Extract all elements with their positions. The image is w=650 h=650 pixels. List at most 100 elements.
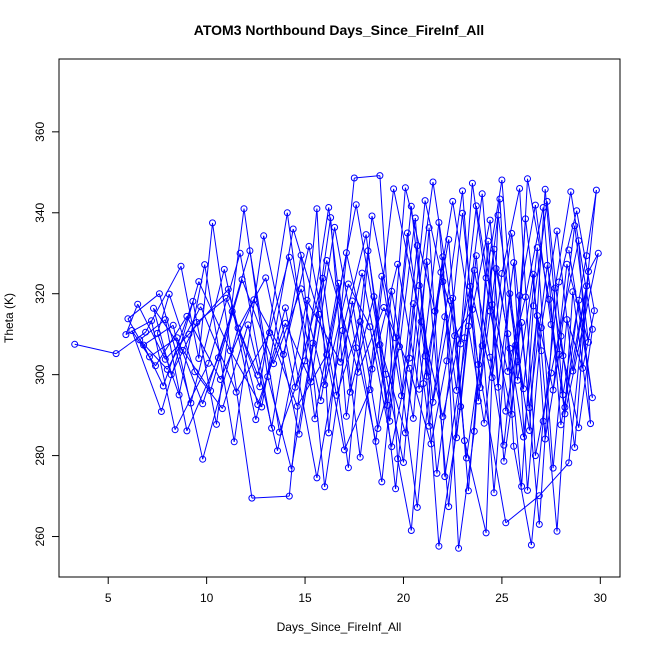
data-point [405, 364, 413, 372]
series-segment [153, 308, 184, 351]
data-point [297, 251, 305, 259]
data-point [191, 368, 199, 376]
series-segment [424, 200, 444, 282]
series-segment [330, 217, 347, 417]
data-point [571, 444, 579, 451]
series-segment [408, 200, 426, 359]
data-point [514, 358, 522, 366]
data-point [415, 282, 423, 290]
series-segment [257, 257, 290, 376]
data-point [439, 413, 447, 421]
data-point [289, 225, 297, 233]
series-segment [586, 190, 597, 256]
data-point [522, 215, 529, 223]
data-point [238, 276, 246, 284]
data-point [169, 321, 177, 329]
series-segment [369, 326, 393, 447]
data-point [167, 371, 175, 379]
data-point [409, 414, 417, 422]
x-tick-label: 15 [298, 591, 312, 605]
data-point [482, 274, 490, 282]
data-point [352, 201, 360, 209]
data-point [342, 412, 350, 420]
data-point [590, 307, 598, 315]
series-segment [391, 358, 410, 447]
data-point [413, 503, 421, 511]
data-point [437, 268, 445, 276]
data-point [279, 350, 287, 358]
series-segment [202, 327, 239, 460]
series-segment [200, 306, 237, 393]
series-segment [304, 207, 330, 361]
data-point [142, 328, 150, 336]
data-point [459, 187, 466, 195]
data-point [488, 374, 496, 381]
series-segment [151, 320, 176, 430]
data-point [541, 435, 549, 443]
data-point [293, 402, 301, 410]
series-segment [155, 316, 188, 367]
series-segment [170, 322, 198, 375]
data-point [449, 294, 457, 302]
data-point [533, 244, 541, 252]
data-point [159, 382, 167, 390]
data-point [337, 358, 344, 366]
data-point [260, 232, 268, 240]
data-point [400, 459, 407, 466]
series-segment [312, 217, 332, 344]
series-segment [359, 321, 379, 429]
data-point [413, 242, 421, 250]
series-segment [257, 323, 286, 405]
series-segment [284, 323, 312, 383]
series-segment [387, 187, 406, 406]
x-tick-label: 5 [105, 591, 112, 605]
y-axis-title: Theta (K) [2, 293, 16, 343]
data-point [464, 487, 472, 495]
data-point [524, 175, 531, 183]
data-point [321, 483, 329, 491]
data-point [248, 494, 256, 502]
data-point [352, 344, 360, 352]
data-point [480, 419, 488, 427]
data-point [549, 386, 557, 394]
series-layer [71, 172, 602, 552]
series-segment [507, 296, 526, 372]
data-point [587, 420, 594, 428]
data-point [508, 229, 516, 237]
data-point [291, 383, 299, 391]
data-point [230, 438, 238, 446]
data-point [185, 330, 193, 338]
data-point [390, 185, 398, 193]
series-segment [479, 268, 497, 388]
data-point [539, 417, 547, 425]
data-point [246, 247, 254, 255]
data-point [510, 442, 518, 450]
data-point [309, 339, 317, 347]
data-point [484, 237, 492, 245]
data-point [545, 295, 553, 303]
data-point [388, 287, 396, 295]
series-segment [477, 249, 495, 402]
series-segment [369, 188, 395, 390]
data-point [295, 430, 303, 438]
x-tick-label: 20 [397, 591, 411, 605]
data-point [285, 253, 293, 261]
data-point [474, 397, 482, 405]
data-point [563, 316, 571, 324]
data-point [264, 373, 272, 381]
series-segment [342, 234, 367, 331]
data-point [492, 265, 500, 273]
data-point [205, 359, 213, 367]
data-point [488, 301, 496, 309]
data-point [325, 204, 333, 211]
data-point [583, 252, 590, 260]
series-segment [538, 462, 570, 497]
series-segment [564, 253, 599, 415]
data-point [571, 222, 579, 230]
data-point [382, 370, 390, 378]
data-point [195, 355, 203, 362]
data-point [533, 312, 541, 320]
series-segment [318, 314, 345, 450]
data-point [311, 415, 319, 423]
